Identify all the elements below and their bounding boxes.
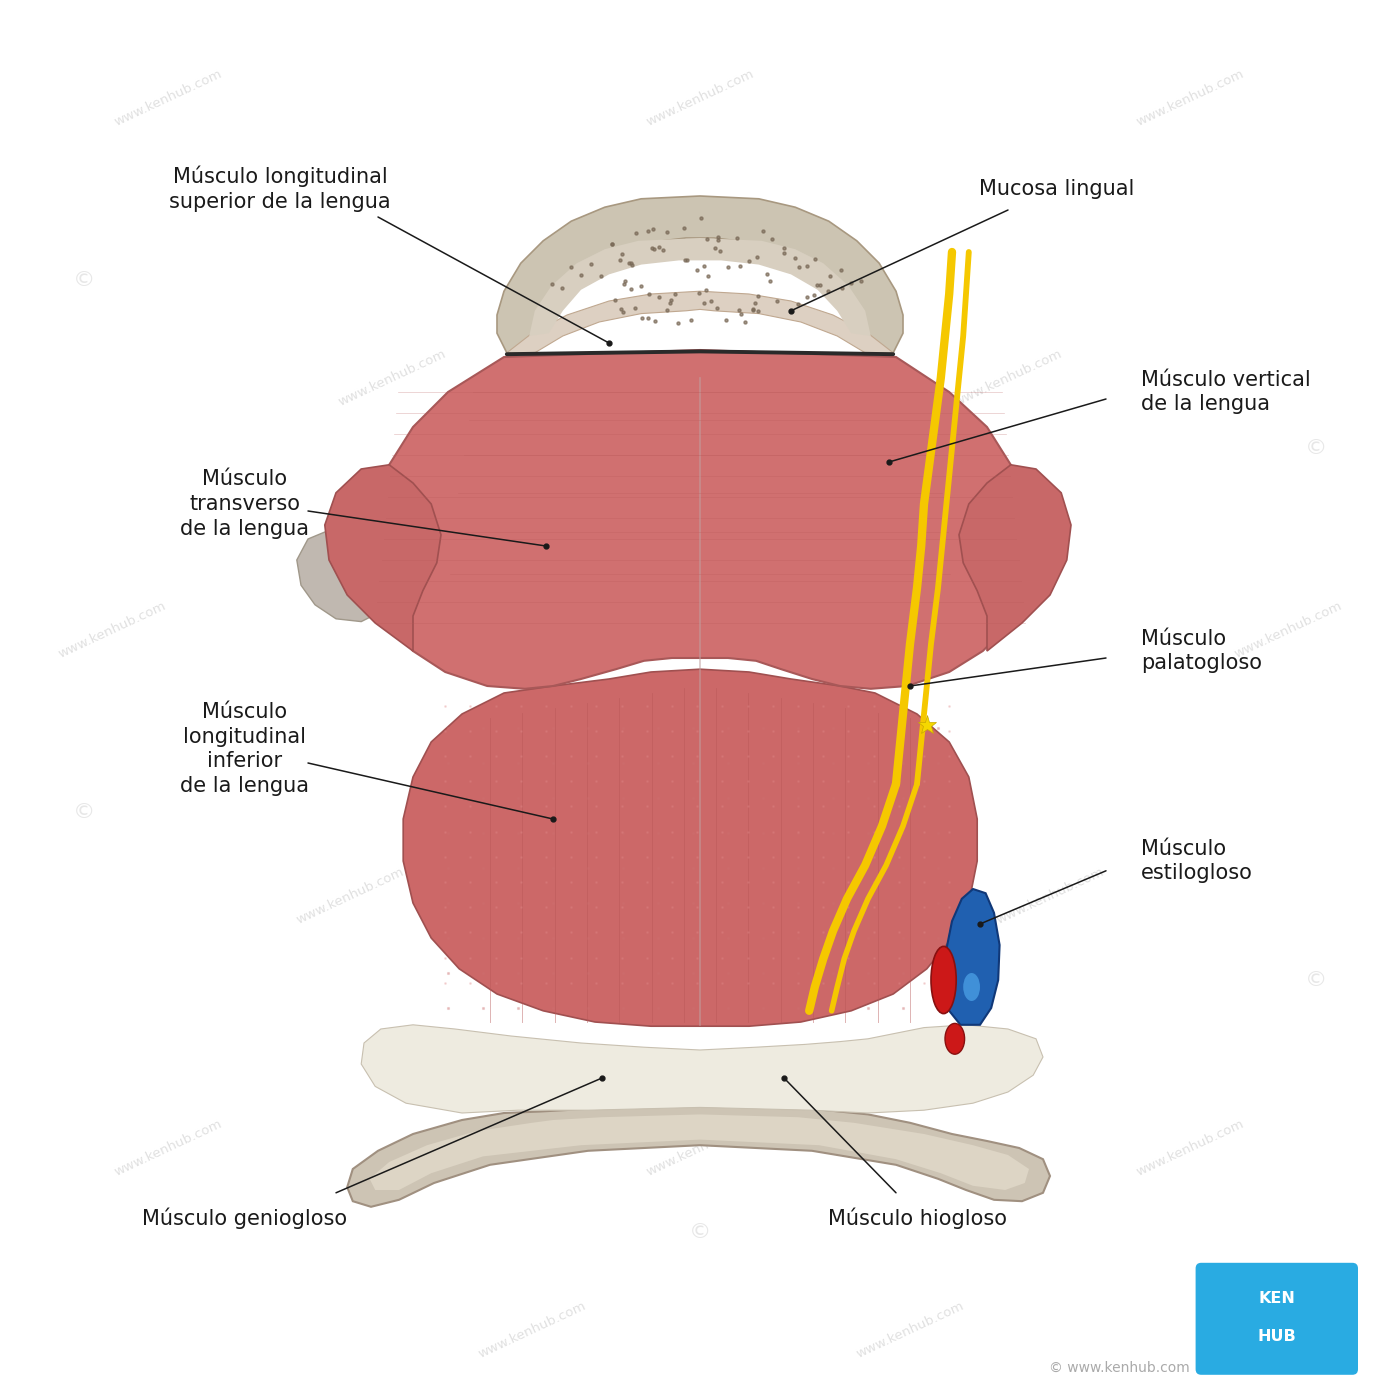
Polygon shape: [325, 465, 441, 651]
Ellipse shape: [931, 946, 956, 1014]
Polygon shape: [403, 669, 977, 1026]
Text: KEN: KEN: [1259, 1291, 1295, 1306]
Text: www.kenhub.com: www.kenhub.com: [1134, 1117, 1246, 1179]
Text: Mucosa lingual: Mucosa lingual: [980, 179, 1134, 199]
Polygon shape: [529, 238, 871, 336]
Text: Músculo
palatogloso: Músculo palatogloso: [1141, 629, 1261, 673]
Text: © www.kenhub.com: © www.kenhub.com: [1049, 1361, 1190, 1375]
Text: www.kenhub.com: www.kenhub.com: [644, 1117, 756, 1179]
Polygon shape: [507, 291, 893, 353]
Text: www.kenhub.com: www.kenhub.com: [336, 347, 448, 409]
Text: www.kenhub.com: www.kenhub.com: [1134, 67, 1246, 129]
Text: www.kenhub.com: www.kenhub.com: [476, 1299, 588, 1361]
Text: www.kenhub.com: www.kenhub.com: [644, 67, 756, 129]
Text: www.kenhub.com: www.kenhub.com: [854, 1299, 966, 1361]
Text: ©: ©: [1305, 438, 1327, 458]
Text: Músculo longitudinal
superior de la lengua: Músculo longitudinal superior de la leng…: [169, 165, 391, 213]
Text: ©: ©: [1305, 970, 1327, 990]
Text: Músculo vertical
de la lengua: Músculo vertical de la lengua: [1141, 370, 1310, 414]
Ellipse shape: [963, 973, 980, 1001]
Text: Músculo
estilogloso: Músculo estilogloso: [1141, 839, 1253, 883]
Polygon shape: [497, 196, 903, 353]
Polygon shape: [959, 465, 1071, 651]
FancyBboxPatch shape: [1196, 1263, 1358, 1375]
Text: Músculo
longitudinal
inferior
de la lengua: Músculo longitudinal inferior de la leng…: [181, 701, 309, 797]
Text: www.kenhub.com: www.kenhub.com: [112, 1117, 224, 1179]
Polygon shape: [297, 532, 378, 622]
Text: www.kenhub.com: www.kenhub.com: [994, 865, 1106, 927]
Text: Músculo
transverso
de la lengua: Músculo transverso de la lengua: [181, 469, 309, 539]
Text: Músculo hiogloso: Músculo hiogloso: [827, 1207, 1007, 1229]
Polygon shape: [361, 1025, 1043, 1113]
Text: www.kenhub.com: www.kenhub.com: [952, 347, 1064, 409]
Text: www.kenhub.com: www.kenhub.com: [294, 865, 406, 927]
Text: HUB: HUB: [1257, 1330, 1296, 1344]
Text: Músculo geniogloso: Músculo geniogloso: [143, 1207, 347, 1229]
Text: ©: ©: [73, 802, 95, 822]
Polygon shape: [370, 1114, 1029, 1190]
Text: ©: ©: [689, 1222, 711, 1242]
Ellipse shape: [945, 1023, 965, 1054]
Polygon shape: [945, 889, 1000, 1025]
Text: ©: ©: [73, 270, 95, 290]
Text: www.kenhub.com: www.kenhub.com: [56, 599, 168, 661]
Polygon shape: [371, 350, 1029, 689]
Text: www.kenhub.com: www.kenhub.com: [112, 67, 224, 129]
Polygon shape: [347, 1106, 1050, 1207]
Text: www.kenhub.com: www.kenhub.com: [644, 599, 756, 661]
Text: www.kenhub.com: www.kenhub.com: [1232, 599, 1344, 661]
